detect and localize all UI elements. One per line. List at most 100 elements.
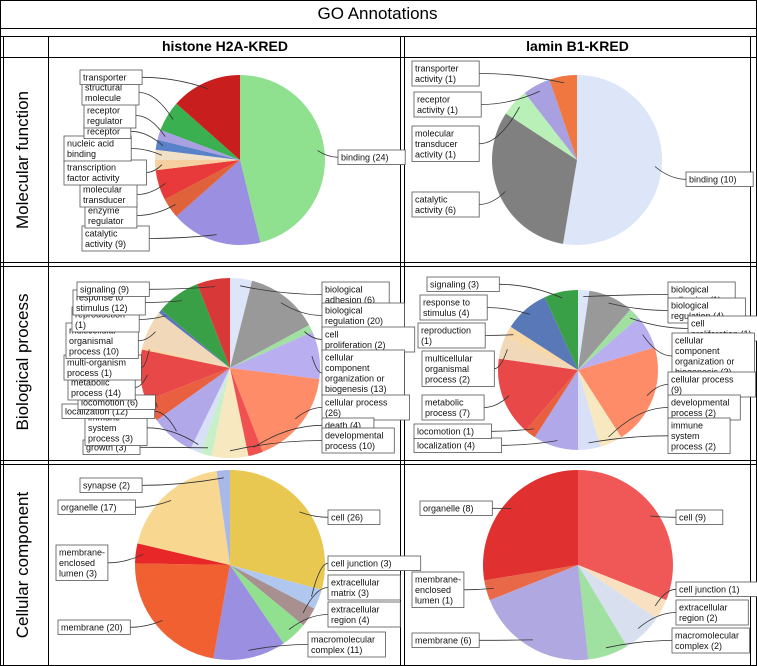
mf-lamin-slice-binding-10 bbox=[563, 75, 663, 245]
bp-h2a-label-multi-organism-process-1: process (1) bbox=[67, 368, 112, 378]
bp-h2a-slice-multicellular-organismal-process-10 bbox=[142, 312, 230, 368]
bp-h2a-slice-developmental-process-10 bbox=[211, 368, 249, 458]
mf-h2a-leader-molecular-transducer bbox=[136, 182, 166, 195]
mf-h2a-leader-enzyme-regulator bbox=[136, 204, 176, 216]
bp-h2a-leader-biological-regulation-20 bbox=[280, 302, 323, 316]
mf-lamin-leader-molecular-transducer-activity-1 bbox=[479, 106, 520, 145]
mf-h2a-leader-binding-24 bbox=[317, 150, 339, 158]
bp-lamin-label-response-to-stimulus-4: stimulus (4) bbox=[423, 308, 470, 318]
row2-bottom2 bbox=[0, 464, 757, 465]
bp-h2a-label-biological-regulation-20: regulation (20) bbox=[325, 316, 383, 326]
mf-h2a-label-molecular-transducer: transducer bbox=[83, 195, 126, 205]
bp-lamin-label-cellular-component-organization-or-biogenesis-3: organization or bbox=[675, 357, 735, 367]
mf-h2a-leader-structural-molecule bbox=[138, 92, 174, 120]
column-header-h2a: histone H2A-KRED bbox=[161, 38, 288, 54]
cc-h2a-label-organelle-17: organelle (17) bbox=[61, 503, 117, 513]
mf-h2a-label-box-receptor-regulator bbox=[83, 102, 137, 129]
mf-lamin-label-receptor-activity-1: activity (1) bbox=[417, 105, 458, 115]
mf-h2a-leader-transcription-factor-activity bbox=[146, 164, 163, 173]
cc-h2a-leader-synapse-2 bbox=[142, 477, 224, 486]
bp-h2a-slice-cellular-component-organization-or-biogenesis-13 bbox=[230, 331, 321, 380]
bp-lamin-label-box-immune-system-process-2 bbox=[667, 417, 731, 454]
bp-h2a-slice-immune-system-process-3 bbox=[190, 368, 230, 454]
bp-h2a-label-biological-adhesion-6: biological bbox=[325, 285, 363, 295]
bp-h2a-label-box-multi-organism-process-1 bbox=[63, 354, 142, 381]
bp-h2a-label-cell-proliferation-2: cell bbox=[325, 330, 339, 340]
cc-h2a-label-box-extracellular-matrix-3 bbox=[327, 574, 401, 601]
cc-lamin-label-cell-9: cell (9) bbox=[679, 513, 706, 523]
bp-lamin-slice-metabolic-process-7 bbox=[497, 358, 578, 431]
bp-lamin-label-box-cellular-process-9 bbox=[667, 371, 756, 398]
mf-h2a-label-box-transcription-factor-activity bbox=[63, 159, 147, 186]
bp-h2a-leader-cell-proliferation-2 bbox=[304, 331, 323, 340]
bp-h2a-label-box-signaling-9 bbox=[76, 281, 150, 297]
bp-h2a-label-box-cellular-process-26 bbox=[321, 394, 410, 421]
bp-lamin-label-box-reproduction-1 bbox=[417, 322, 486, 349]
colhead-divider bbox=[0, 36, 757, 37]
cc-h2a-leader-membrane-20 bbox=[130, 620, 163, 628]
bp-lamin-label-developmental-process-2: process (2) bbox=[671, 408, 716, 418]
bp-lamin-leader-biological-adhesion-1 bbox=[583, 294, 669, 297]
cc-lamin-slice-cell-9 bbox=[578, 470, 673, 601]
bp-h2a-slice-biological-regulation-20 bbox=[230, 280, 310, 368]
bp-lamin-label-multicellular-organismal-process-2: multicellular bbox=[425, 354, 473, 364]
bp-h2a-leader-response-to-stimulus-12 bbox=[145, 300, 182, 303]
cc-lamin-slice-membrane-enclosed-lumen-1 bbox=[484, 565, 578, 601]
mf-h2a-label-nucleic-acid-binding: nucleic acid bbox=[67, 139, 114, 149]
bp-h2a-slice-biological-adhesion-6 bbox=[230, 278, 253, 368]
mf-h2a-slice-enzyme-regulator bbox=[164, 160, 240, 217]
cc-lamin-slice-organelle-8 bbox=[482, 470, 578, 581]
cc-h2a-label-cell-junction-3: cell junction (3) bbox=[331, 559, 392, 569]
bp-h2a-label-box-cellular-component-organization-or-biogenesis-13 bbox=[321, 349, 405, 397]
bp-lamin-label-cellular-component-organization-or-biogenesis-3: cellular bbox=[675, 336, 704, 346]
bp-h2a-slice-multi-organism-process-1 bbox=[141, 345, 230, 368]
bp-lamin-leader-locomotion-1 bbox=[491, 428, 534, 432]
bp-lamin-label-reproduction-1: reproduction bbox=[421, 326, 471, 336]
bp-lamin-label-box-developmental-process-2 bbox=[667, 394, 741, 421]
bp-lamin-label-biological-regulation-4: biological bbox=[671, 301, 709, 311]
bp-h2a-label-signaling-9: signaling (9) bbox=[80, 285, 129, 295]
bp-lamin-label-cell-proliferation-1: cell bbox=[691, 319, 705, 329]
mf-h2a-leader-receptor-regulator bbox=[135, 115, 166, 137]
bp-h2a-slice-response-to-stimulus-12 bbox=[161, 284, 230, 368]
bp-lamin-leader-multicellular-organismal-process-2 bbox=[494, 349, 508, 370]
mf-lamin-leader-catalytic-activity-6 bbox=[479, 191, 506, 205]
mf-h2a-label-enzyme-regulator: regulator bbox=[88, 216, 124, 226]
cc-h2a-label-membrane-enclosed-lumen-3: enclosed bbox=[59, 558, 95, 568]
bp-lamin-label-immune-system-process-2: system bbox=[671, 431, 700, 441]
cc-h2a-label-extracellular-matrix-3: extracellular bbox=[331, 578, 380, 588]
mf-lamin-slice-molecular-transducer-activity-1 bbox=[505, 92, 577, 160]
mf-h2a-slice-receptor bbox=[155, 139, 240, 160]
cc-h2a-slice-macromolecular-complex-11 bbox=[213, 565, 284, 660]
bp-h2a-label-cellular-process-26: cellular process bbox=[325, 398, 388, 408]
mf-lamin-label-box-binding-10 bbox=[685, 171, 754, 187]
cc-lamin-label-macromolecular-complex-2: complex (2) bbox=[675, 641, 722, 651]
mf-h2a-slice-nucleic-acid-binding bbox=[155, 149, 240, 160]
bp-h2a-leader-cellular-component-organization-or-biogenesis-13 bbox=[311, 355, 323, 374]
bp-lamin-slice-biological-regulation-4 bbox=[578, 290, 631, 370]
bp-h2a-leader-metabolic-process-14 bbox=[135, 374, 148, 388]
mf-h2a-label-catalytic-activity-9: activity (9) bbox=[85, 239, 126, 249]
bp-lamin-slice-signaling-3 bbox=[544, 290, 578, 370]
cc-h2a-slice-membrane-enclosed-lumen-3 bbox=[135, 543, 230, 565]
bp-lamin-slice-reproduction-1 bbox=[505, 326, 578, 370]
bp-lamin-slice-developmental-process-2 bbox=[578, 370, 622, 447]
title-divider bbox=[0, 28, 757, 29]
cc-h2a-leader-cell-26 bbox=[299, 511, 329, 518]
mf-h2a-slice-structural-molecule bbox=[160, 103, 240, 160]
mf-h2a-label-transcription-factor-activity: transcription bbox=[67, 163, 116, 173]
bp-h2a-slice-locomotion-6 bbox=[146, 368, 230, 421]
bp-h2a-label-response-to-stimulus-12: response to bbox=[76, 293, 123, 303]
bp-lamin-label-box-signaling-3 bbox=[426, 276, 500, 292]
bp-h2a-label-cellular-component-organization-or-biogenesis-13: organization or bbox=[325, 374, 385, 384]
bp-lamin-leader-cellular-component-organization-or-biogenesis-3 bbox=[642, 334, 673, 357]
cc-h2a-label-cell-26: cell (26) bbox=[331, 513, 363, 523]
cc-h2a-label-membrane-enclosed-lumen-3: membrane- bbox=[59, 548, 105, 558]
cc-lamin-label-box-macromolecular-complex-2 bbox=[671, 627, 750, 654]
cc-lamin-leader-membrane-enclosed-lumen-1 bbox=[463, 588, 494, 591]
mf-h2a-label-box-molecular-transducer bbox=[79, 181, 138, 208]
cc-lamin-label-box-membrane-enclosed-lumen-1 bbox=[411, 571, 465, 608]
bp-h2a-label-multicellular-organismal-process-10: organismal bbox=[69, 336, 113, 346]
bp-h2a-slice-signaling-9 bbox=[197, 278, 230, 368]
